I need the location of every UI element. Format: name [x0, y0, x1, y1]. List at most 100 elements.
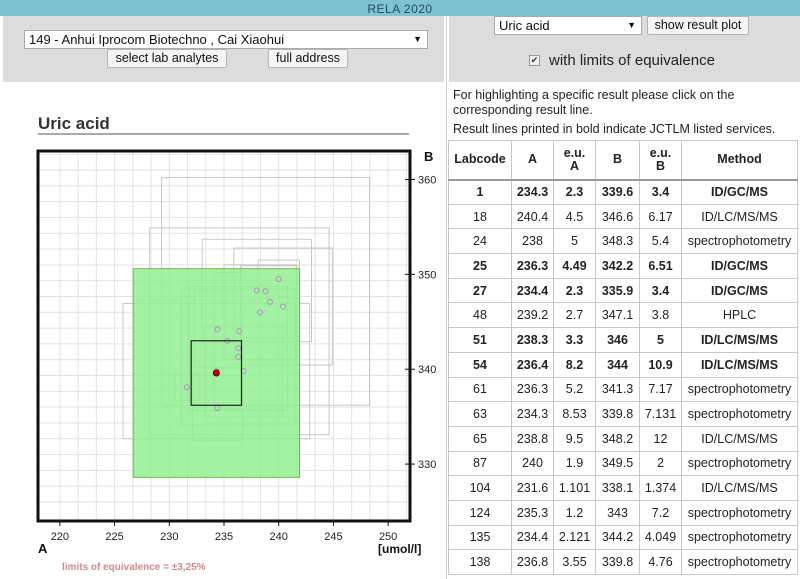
title-bar: RELA 2020	[0, 0, 800, 16]
select-lab-analytes-button[interactable]: select lab analytes	[107, 49, 227, 68]
table-row[interactable]: 61 236.3 5.2 341.3 7.17 spectrophotometry	[448, 376, 798, 403]
table-row[interactable]: 18 240.4 4.5 346.6 6.17 ID/LC/MS/MS	[448, 203, 798, 230]
cell-b: 348.3	[595, 228, 640, 255]
cell-b: 349.5	[595, 450, 640, 477]
y-tick-label: 330	[418, 459, 436, 471]
cell-eua: 3.3	[553, 327, 596, 353]
analyte-select[interactable]: Uric acid ▼	[494, 16, 642, 35]
cell-b: 335.9	[595, 277, 640, 304]
cell-labcode: 25	[448, 253, 512, 279]
data-point	[262, 288, 269, 295]
cell-eub: 7.17	[639, 376, 682, 403]
selected-point-marker	[212, 369, 220, 377]
cell-b: 344	[595, 351, 640, 378]
lab-select-value: 149 - Anhui Iprocom Biotechno , Cai Xiao…	[29, 32, 285, 47]
header-labcode: Labcode	[448, 140, 512, 180]
cell-method: ID/GC/MS	[681, 277, 798, 304]
table-row[interactable]: 87 240 1.9 349.5 2 spectrophotometry	[448, 450, 798, 477]
cell-eua: 5.2	[553, 376, 596, 403]
lab-select[interactable]: 149 - Anhui Iprocom Biotechno , Cai Xiao…	[24, 30, 428, 49]
cell-labcode: 124	[448, 499, 512, 526]
x-axis-ticks: 220 225 230 235 240 245 250	[51, 521, 397, 543]
cell-eua: 4.49	[553, 253, 596, 279]
y-tick-label: 350	[418, 269, 436, 281]
cell-a: 238	[511, 228, 554, 255]
y-tick-label: 340	[418, 364, 436, 376]
cell-b: 346.6	[595, 203, 640, 230]
chevron-down-icon: ▼	[627, 20, 636, 30]
cell-eua: 3.55	[553, 549, 596, 575]
cell-a: 240	[511, 450, 554, 477]
data-point	[235, 345, 242, 352]
cell-labcode: 87	[448, 450, 512, 477]
data-point	[183, 384, 190, 391]
cell-eub: 10.9	[639, 351, 682, 378]
table-row[interactable]: 54 236.4 8.2 344 10.9 ID/LC/MS/MS	[448, 351, 798, 378]
cell-a: 236.3	[511, 376, 554, 403]
table-row[interactable]: 48 239.2 2.7 347.1 3.8 HPLC	[448, 302, 798, 329]
cell-method: spectrophotometry	[681, 376, 798, 403]
table-row[interactable]: 63 234.3 8.53 339.8 7.131 spectrophotometry	[448, 401, 798, 427]
cell-method: spectrophotometry	[681, 524, 798, 551]
cell-a: 236.8	[511, 549, 554, 575]
table-row[interactable]: 51 238.3 3.3 346 5 ID/LC/MS/MS	[448, 327, 798, 353]
full-address-button[interactable]: full address	[268, 49, 348, 68]
table-row[interactable]: 24 238 5 348.3 5.4 spectrophotometry	[448, 228, 798, 255]
cell-b: 348.2	[595, 425, 640, 452]
cell-labcode: 54	[448, 351, 512, 378]
table-row[interactable]: 135 234.4 2.121 344.2 4.049 spectrophotometry	[448, 524, 798, 551]
cell-a: 231.6	[511, 475, 554, 501]
x-tick-label: 235	[215, 531, 233, 543]
cell-a: 235.3	[511, 499, 554, 526]
cell-labcode: 48	[448, 302, 512, 329]
limits-checkbox[interactable]: ✔	[529, 55, 540, 66]
cell-b: 338.1	[595, 475, 640, 501]
table-row[interactable]: 124 235.3 1.2 343 7.2 spectrophotometry	[448, 499, 798, 526]
cell-labcode: 63	[448, 401, 512, 427]
show-result-plot-button[interactable]: show result plot	[647, 16, 749, 35]
cell-eua: 8.2	[553, 351, 596, 378]
x-tick-label: 220	[51, 531, 69, 543]
axis-b-label: B	[424, 149, 433, 164]
limits-legend: limits of equivalence = ±3,25%	[62, 562, 206, 573]
cell-a: 234.3	[511, 178, 554, 205]
table-row[interactable]: 27 234.4 2.3 335.9 3.4 ID/GC/MS	[448, 277, 798, 304]
table-row[interactable]: 65 238.8 9.5 348.2 12 ID/LC/MS/MS	[448, 425, 798, 452]
cell-b: 343	[595, 499, 640, 526]
cell-b: 344.2	[595, 524, 640, 551]
cell-eub: 6.17	[639, 203, 682, 230]
info-line-1: For highlighting a specific result pleas…	[453, 88, 735, 102]
cell-labcode: 138	[448, 549, 512, 575]
table-row[interactable]: 104 231.6 1.101 338.1 1.374 ID/LC/MS/MS	[448, 475, 798, 501]
lab-controls: 149 - Anhui Iprocom Biotechno , Cai Xiao…	[3, 16, 444, 82]
data-point	[266, 298, 273, 305]
window-title: RELA 2020	[367, 2, 433, 16]
cell-eub: 1.374	[639, 475, 682, 501]
table-row[interactable]: 138 236.8 3.55 339.8 4.76 spectrophotometry	[448, 549, 798, 575]
cell-labcode: 27	[448, 277, 512, 304]
cell-a: 236.3	[511, 253, 554, 279]
data-point	[280, 303, 287, 310]
table-row[interactable]: 1 234.3 2.3 339.6 3.4 ID/GC/MS	[448, 178, 798, 205]
cell-method: spectrophotometry	[681, 401, 798, 427]
cell-eua: 2.7	[553, 302, 596, 329]
cell-b: 347.1	[595, 302, 640, 329]
limits-checkbox-label: with limits of equivalence	[549, 52, 715, 69]
cell-labcode: 61	[448, 376, 512, 403]
chevron-down-icon: ▼	[413, 34, 422, 44]
cell-b: 339.6	[595, 178, 640, 205]
analyte-select-value: Uric acid	[499, 18, 550, 33]
cell-a: 239.2	[511, 302, 554, 329]
x-tick-label: 245	[324, 531, 342, 543]
cell-eua: 5	[553, 228, 596, 255]
table-header-row: Labcode A e.u. A B e.u. B Method	[448, 140, 798, 180]
cell-a: 234.4	[511, 524, 554, 551]
axis-a-label: A	[38, 541, 48, 556]
info-line-2: corresponding result line.	[453, 103, 593, 117]
cell-a: 240.4	[511, 203, 554, 230]
cell-eub: 4.76	[639, 549, 682, 575]
cell-a: 234.4	[511, 277, 554, 304]
cell-method: ID/GC/MS	[681, 178, 798, 205]
y-tick-label: 360	[418, 174, 436, 186]
table-row[interactable]: 25 236.3 4.49 342.2 6.51 ID/GC/MS	[448, 253, 798, 279]
